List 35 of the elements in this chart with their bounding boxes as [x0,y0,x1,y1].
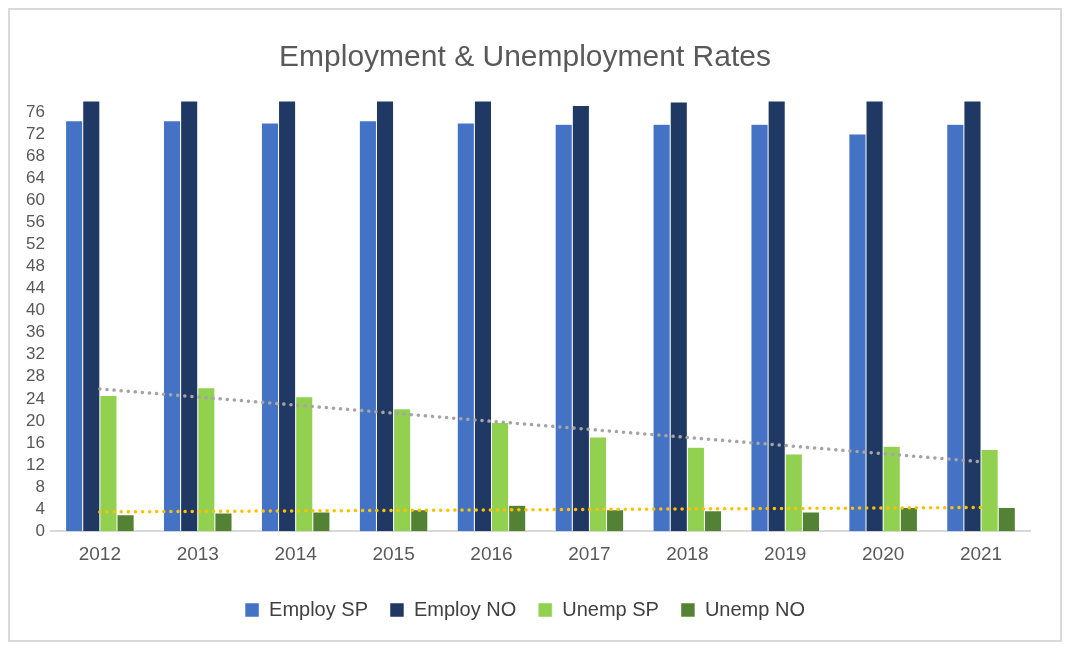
y-tick-label: 24 [25,388,45,408]
y-tick-label: 8 [35,476,45,496]
y-tick-label: 20 [25,410,45,430]
y-tick-label: 56 [25,212,45,232]
y-tick-label: 4 [35,498,45,518]
x-tick-label: 2014 [274,542,318,564]
x-tick-label: 2013 [176,542,219,564]
y-tick-label: 40 [25,300,45,320]
y-tick-label: 76 [25,101,45,121]
x-tick-label: 2019 [764,542,807,564]
y-tick-label: 44 [25,278,45,298]
x-tick-label: 2015 [372,542,415,564]
y-tick-label: 12 [25,454,45,474]
y-tick-label: 0 [35,520,45,540]
y-tick-label: 28 [25,366,45,386]
legend-label: Unemp NO [704,597,805,620]
x-tick-label: 2018 [666,542,709,564]
y-tick-label: 60 [25,189,45,209]
legend-label: Employ SP [269,597,368,620]
y-tick-label: 52 [25,234,45,254]
y-tick-label: 32 [25,344,45,364]
x-tick-label: 2016 [470,542,513,564]
y-tick-label: 16 [25,432,45,452]
legend-label: Employ NO [413,597,517,620]
y-tick-label: 36 [25,322,45,342]
y-tick-label: 48 [25,256,45,276]
legend-label: Unemp SP [562,597,659,620]
x-tick-label: 2017 [568,542,611,564]
x-tick-label: 2021 [959,542,1003,564]
x-tick-label: 2020 [862,542,905,564]
y-tick-label: 64 [25,167,45,187]
y-tick-label: 68 [25,145,45,165]
y-tick-label: 72 [25,123,45,143]
x-tick-label: 2012 [78,542,121,564]
chart-title: Employment & Unemployment Rates [279,39,771,73]
